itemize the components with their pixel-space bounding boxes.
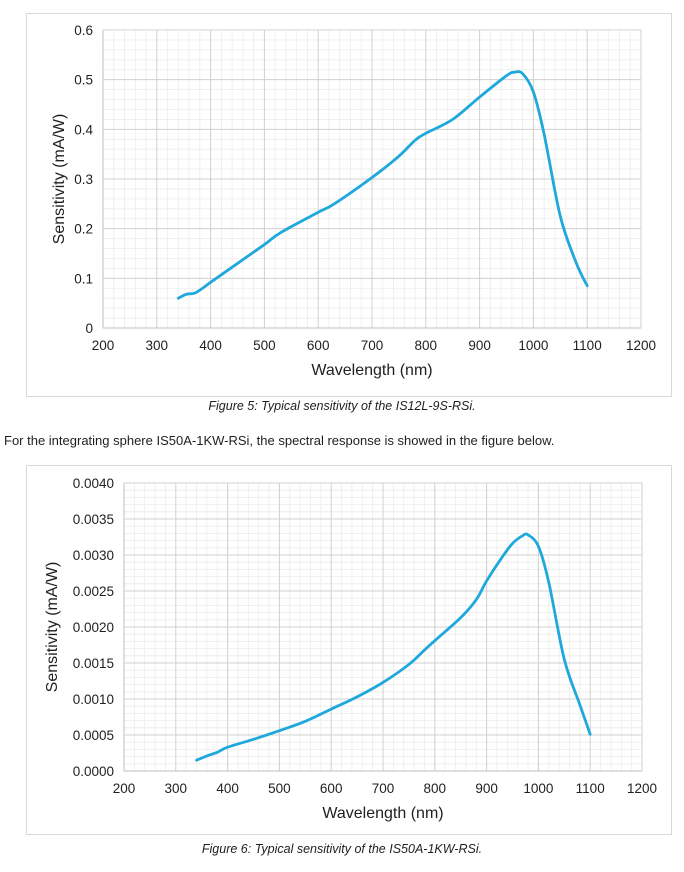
x-tick-label: 1200: [627, 781, 657, 796]
x-tick-label: 900: [468, 338, 491, 353]
x-tick-label: 600: [307, 338, 330, 353]
y-axis-title: Sensitivity (mA/W): [51, 114, 68, 245]
x-tick-label: 500: [253, 338, 276, 353]
y-tick-label: 0.0005: [73, 728, 114, 743]
y-tick-label: 0.0025: [73, 584, 114, 599]
x-tick-label: 200: [92, 338, 115, 353]
y-tick-label: 0.0010: [73, 692, 114, 707]
y-tick-label: 0.6: [74, 23, 93, 38]
x-tick-label: 1100: [573, 338, 602, 353]
x-tick-label: 500: [268, 781, 291, 796]
x-tick-label: 200: [113, 781, 136, 796]
y-tick-label: 0.0000: [73, 764, 114, 779]
x-tick-label: 900: [475, 781, 498, 796]
major-gridlines: [123, 482, 643, 772]
x-tick-label: 700: [361, 338, 384, 353]
x-tick-label: 400: [199, 338, 222, 353]
y-tick-label: 0.4: [74, 122, 93, 137]
x-tick-label: 1100: [576, 781, 605, 796]
y-tick-label: 0.0015: [73, 656, 114, 671]
x-axis-title: Wavelength (nm): [311, 362, 432, 379]
major-gridlines: [102, 29, 642, 329]
x-tick-label: 800: [415, 338, 438, 353]
y-tick-label: 0: [85, 321, 93, 336]
chart-frame-sensitivity-is12l: 200 300 400 500 600 700 800 900 1000 1100 1200 0 0.1…: [26, 13, 672, 397]
y-tick-label: 0.0035: [73, 512, 114, 527]
y-axis-title: Sensitivity (mA/W): [44, 562, 61, 693]
sensitivity-chart-is12l: 200 300 400 500 600 700 800 900 1000 1100 1200 0 0.1…: [51, 23, 656, 379]
x-tick-label: 300: [165, 781, 188, 796]
series-line-is50a-1kw-rsi: [195, 532, 592, 762]
y-tick-label: 0.0020: [73, 620, 114, 635]
y-tick-label: 0.0040: [73, 476, 114, 491]
x-tick-label: 1000: [523, 781, 553, 796]
body-paragraph: For the integrating sphere IS50A-1KW-RSi…: [4, 433, 555, 448]
figure-5-caption: Figure 5: Typical sensitivity of the IS1…: [208, 399, 476, 413]
y-tick-label: 0.1: [74, 271, 93, 286]
figure-6-caption: Figure 6: Typical sensitivity of the IS5…: [201, 842, 483, 856]
x-tick-label: 800: [424, 781, 447, 796]
x-tick-label: 1000: [518, 338, 548, 353]
chart-frame-sensitivity-is50a: 200 300 400 500 600 700 800 900 1000 1100 1200 0.00…: [26, 465, 672, 835]
x-tick-label: 1200: [626, 338, 656, 353]
x-tick-label: 300: [146, 338, 169, 353]
y-tick-label: 0.3: [74, 172, 93, 187]
sensitivity-chart-is50a: 200 300 400 500 600 700 800 900 1000 1100 1200 0.00…: [44, 476, 657, 822]
y-tick-label: 0.0030: [73, 548, 114, 563]
y-tick-label: 0.5: [74, 73, 93, 88]
x-axis-title: Wavelength (nm): [322, 805, 443, 822]
y-tick-label: 0.2: [74, 222, 93, 237]
x-tick-label: 600: [320, 781, 343, 796]
x-tick-label: 700: [372, 781, 395, 796]
series-line-is12l-9s-rsi: [176, 70, 589, 300]
x-tick-label: 400: [216, 781, 239, 796]
